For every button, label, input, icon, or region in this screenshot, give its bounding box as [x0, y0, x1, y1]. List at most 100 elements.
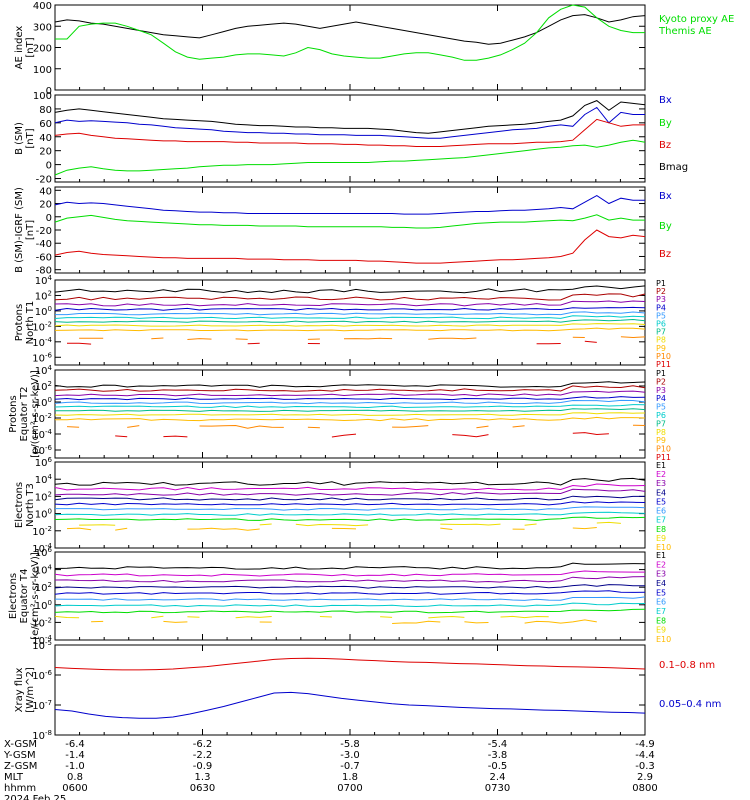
legend-label: P9: [656, 344, 666, 353]
ephemeris-row-label: Z-GSM: [4, 761, 37, 772]
series-line-E1: [54, 562, 646, 570]
y-tick-label: 10-6: [32, 444, 52, 457]
y-tick-label: 10-4: [32, 542, 52, 555]
y-tick-label: 0: [46, 86, 52, 97]
series-line-E10: [115, 527, 128, 531]
y-tick-label: -80: [36, 266, 52, 277]
ephemeris-value: 0630: [190, 783, 215, 794]
y-tick-label: 102: [35, 289, 52, 302]
legend-label: P1: [656, 369, 666, 378]
panel-frame: [54, 279, 646, 366]
legend-label: 0.1–0.8 nm: [659, 660, 715, 671]
ephemeris-value: 0730: [485, 783, 510, 794]
legend-label: P1: [656, 279, 666, 288]
series-line-E2: [54, 570, 645, 577]
y-tick-label: 102: [35, 490, 52, 503]
y-tick-label: 104: [35, 564, 53, 577]
y-tick-label: 10-2: [32, 412, 52, 425]
ephemeris-value: 0700: [337, 783, 362, 794]
series-line-E10: [331, 527, 357, 530]
ephemeris-value: -5.8: [340, 739, 360, 750]
legend-label: By: [659, 118, 672, 129]
y-tick-label: 10-2: [32, 525, 52, 538]
y-axis-label-line: [p/(cm²-s-sr-keV)]: [30, 370, 41, 458]
series-line-P9: [55, 416, 646, 422]
legend-label: Bmag: [659, 162, 688, 173]
legend-label: E3: [656, 570, 666, 579]
series-line-P10: [151, 337, 164, 340]
y-axis-label: Protons Equator T2 [p/(cm²-s-sr-keV)]: [8, 370, 41, 458]
y-axis-label-line: Equator T2: [19, 387, 30, 442]
series-line-E9: [79, 524, 116, 526]
y-axis-label: Xray flux [W/m^2]: [14, 667, 36, 713]
series-line-P10: [392, 425, 429, 428]
series-line-P8: [54, 323, 646, 327]
legend-label: E1: [656, 551, 666, 560]
y-tick-label: 10-2: [32, 320, 52, 333]
y-tick-label: -60: [36, 252, 52, 263]
series-line-P6: [54, 404, 646, 409]
series-line-E1: [54, 477, 646, 486]
y-axis-label-line: North T3: [25, 483, 36, 527]
series-line-P3: [54, 300, 646, 307]
y-tick-label: 100: [35, 396, 52, 409]
series-line-P2: [54, 385, 646, 392]
y-axis-label: AE index [nT]: [14, 26, 36, 70]
series-line-P2: [54, 293, 646, 301]
ephemeris-value: 0.8: [67, 772, 83, 783]
y-tick-label: 100: [35, 305, 52, 318]
ephemeris-value: -0.7: [340, 761, 360, 772]
series-line-E9: [235, 616, 272, 619]
y-axis-label-line: [W/m^2]: [25, 667, 36, 713]
series-line-By: [54, 139, 646, 176]
legend-label: P7: [656, 419, 666, 428]
series-line-E9: [319, 616, 332, 618]
series-line-E10: [392, 620, 441, 624]
y-tick-label: 10-2: [32, 616, 52, 629]
series-line-P10: [620, 336, 646, 339]
series-line-P11: [163, 435, 188, 438]
legend-label: P4: [656, 303, 666, 312]
legend-label: E9: [656, 626, 666, 635]
panel-8: 10-5 10-6 10-7 10-8 Xray flux [W/m^2] 0.1–0.8 …: [14, 639, 721, 742]
legend-label: Bz: [659, 249, 671, 260]
legend-label: P3: [656, 295, 666, 304]
legend-label: P8: [656, 336, 666, 345]
y-tick-label: 80: [39, 105, 52, 116]
series-line-P11: [572, 432, 609, 436]
series-line-Bz: [54, 229, 646, 264]
series-line-E10: [66, 527, 92, 531]
legend-label: E10: [656, 635, 671, 644]
date-label: 2024 Feb 25: [4, 794, 66, 800]
y-tick-label: 100: [33, 65, 52, 76]
ephemeris-value: -4.9: [635, 739, 655, 750]
y-axis-label-line: Xray flux: [14, 668, 25, 713]
y-tick-label: 106: [35, 546, 53, 559]
ephemeris-value: -0.5: [488, 761, 508, 772]
y-tick-label: 60: [39, 119, 52, 130]
ephemeris-row-label: MLT: [4, 772, 24, 783]
y-tick-label: 10-4: [32, 336, 52, 349]
series-line-E9: [596, 521, 621, 524]
legend-label: P11: [656, 453, 671, 462]
series-line-E4: [54, 495, 645, 501]
series-line-E9: [428, 615, 465, 619]
y-tick-label: 10-6: [32, 669, 52, 682]
ephemeris-row-label: X-GSM: [4, 739, 37, 750]
series-line-P11: [331, 433, 357, 438]
series-line-E7: [54, 602, 646, 608]
y-tick-label: 10-4: [32, 634, 52, 647]
legend-label: P2: [656, 377, 666, 386]
series-line-E7: [54, 511, 646, 516]
panel-frame: [54, 551, 646, 641]
series-line-P10: [343, 337, 393, 340]
series-line-E5: [54, 590, 646, 595]
panel-frame: [54, 94, 646, 183]
y-axis-label-line: AE index: [14, 26, 25, 70]
legend-label: P10: [656, 445, 671, 454]
legend-label: E5: [656, 497, 666, 506]
y-tick-label: 20: [39, 147, 52, 158]
